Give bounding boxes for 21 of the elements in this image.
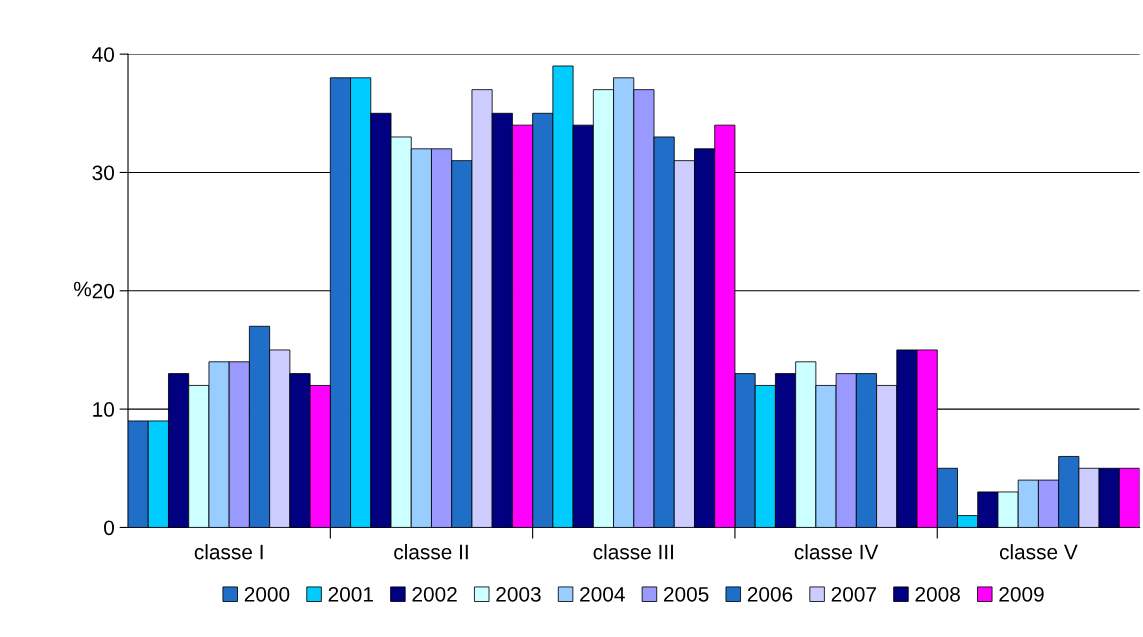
y-tick-label: 40: [92, 47, 115, 62]
legend-label: 2001: [328, 586, 373, 602]
y-tick-label: 10: [93, 402, 115, 417]
y-axis-title: %: [73, 281, 92, 297]
legend-label: 2005: [664, 586, 709, 602]
y-tick-label: 0: [104, 520, 115, 536]
x-tick-label: classe III: [593, 544, 673, 560]
x-tick-label: classe I: [194, 544, 263, 560]
x-tick-label: classe V: [999, 544, 1078, 560]
x-tick-label: classe IV: [794, 544, 879, 560]
legend-label: 2009: [999, 586, 1044, 602]
legend-label: 2004: [580, 586, 625, 602]
x-tick-label: classe II: [394, 544, 468, 560]
legend-label: 2008: [915, 586, 960, 602]
legend-label: 2000: [244, 586, 290, 602]
legend-label: 2002: [412, 586, 457, 602]
y-tick-label: 30: [92, 165, 115, 181]
y-tick-label: 20: [92, 283, 115, 299]
legend-label: 2007: [831, 586, 876, 602]
legend-label: 2006: [747, 586, 793, 602]
legend-label: 2003: [496, 586, 541, 602]
